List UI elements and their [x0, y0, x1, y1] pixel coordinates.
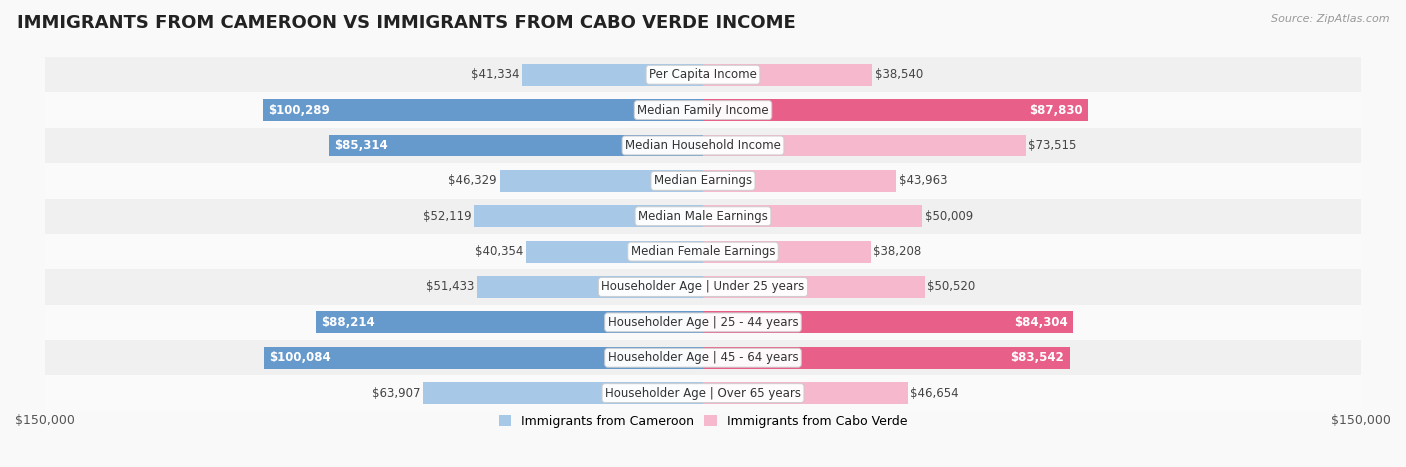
Text: $87,830: $87,830 — [1029, 104, 1083, 117]
Bar — [264, 347, 703, 369]
Bar — [703, 134, 1025, 156]
Text: Householder Age | 45 - 64 years: Householder Age | 45 - 64 years — [607, 351, 799, 364]
Text: Per Capita Income: Per Capita Income — [650, 68, 756, 81]
Bar — [45, 340, 1361, 375]
Text: Median Male Earnings: Median Male Earnings — [638, 210, 768, 223]
Text: $84,304: $84,304 — [1014, 316, 1067, 329]
Text: $40,354: $40,354 — [475, 245, 523, 258]
Bar — [703, 170, 896, 192]
Bar — [703, 64, 872, 85]
Text: $63,907: $63,907 — [371, 387, 420, 400]
Bar — [522, 64, 703, 85]
Text: $46,654: $46,654 — [910, 387, 959, 400]
Text: $46,329: $46,329 — [449, 174, 498, 187]
Text: $43,963: $43,963 — [898, 174, 948, 187]
Bar — [703, 347, 1070, 369]
Text: $50,520: $50,520 — [928, 281, 976, 293]
Bar — [329, 134, 703, 156]
Text: $83,542: $83,542 — [1011, 351, 1064, 364]
Text: Householder Age | 25 - 44 years: Householder Age | 25 - 44 years — [607, 316, 799, 329]
Bar — [45, 57, 1361, 92]
Text: Median Female Earnings: Median Female Earnings — [631, 245, 775, 258]
Text: $51,433: $51,433 — [426, 281, 475, 293]
Bar — [45, 198, 1361, 234]
Text: IMMIGRANTS FROM CAMEROON VS IMMIGRANTS FROM CABO VERDE INCOME: IMMIGRANTS FROM CAMEROON VS IMMIGRANTS F… — [17, 14, 796, 32]
Bar — [45, 234, 1361, 269]
Text: $88,214: $88,214 — [321, 316, 375, 329]
Bar — [45, 375, 1361, 411]
Text: $50,009: $50,009 — [925, 210, 973, 223]
Text: Householder Age | Over 65 years: Householder Age | Over 65 years — [605, 387, 801, 400]
Bar — [526, 241, 703, 262]
Text: Median Earnings: Median Earnings — [654, 174, 752, 187]
Bar — [703, 382, 908, 404]
Bar — [45, 128, 1361, 163]
Text: $73,515: $73,515 — [1028, 139, 1077, 152]
Bar — [45, 304, 1361, 340]
Bar — [703, 99, 1088, 121]
Text: $100,289: $100,289 — [269, 104, 330, 117]
Text: $38,208: $38,208 — [873, 245, 921, 258]
Text: $52,119: $52,119 — [423, 210, 472, 223]
Bar — [263, 99, 703, 121]
Bar — [45, 269, 1361, 304]
Text: Median Family Income: Median Family Income — [637, 104, 769, 117]
Bar — [423, 382, 703, 404]
Text: $85,314: $85,314 — [335, 139, 388, 152]
Bar — [45, 92, 1361, 128]
Bar — [45, 163, 1361, 198]
Bar — [703, 205, 922, 227]
Bar — [474, 205, 703, 227]
Bar — [499, 170, 703, 192]
Bar — [316, 311, 703, 333]
Text: $41,334: $41,334 — [471, 68, 519, 81]
Text: Median Household Income: Median Household Income — [626, 139, 780, 152]
Text: $100,084: $100,084 — [269, 351, 330, 364]
Bar — [703, 241, 870, 262]
Text: Householder Age | Under 25 years: Householder Age | Under 25 years — [602, 281, 804, 293]
Legend: Immigrants from Cameroon, Immigrants from Cabo Verde: Immigrants from Cameroon, Immigrants fro… — [494, 410, 912, 433]
Bar — [703, 311, 1073, 333]
Bar — [478, 276, 703, 298]
Text: $38,540: $38,540 — [875, 68, 922, 81]
Bar — [703, 276, 925, 298]
Text: Source: ZipAtlas.com: Source: ZipAtlas.com — [1271, 14, 1389, 24]
